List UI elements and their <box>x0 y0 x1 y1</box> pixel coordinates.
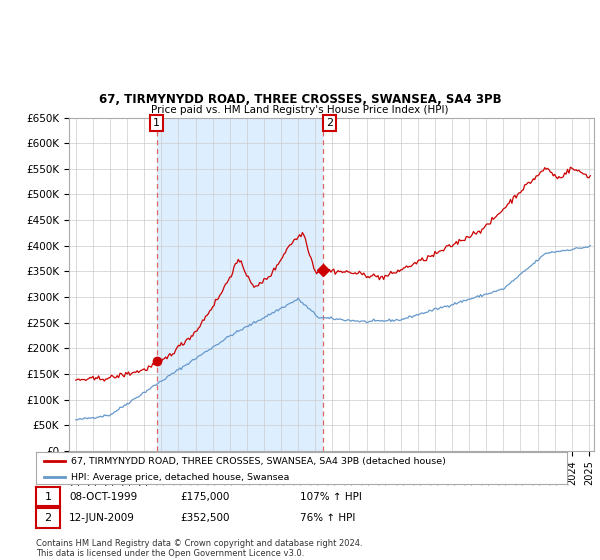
Text: 67, TIRMYNYDD ROAD, THREE CROSSES, SWANSEA, SA4 3PB (detached house): 67, TIRMYNYDD ROAD, THREE CROSSES, SWANS… <box>71 457 445 466</box>
Text: 2: 2 <box>44 513 52 523</box>
Text: 107% ↑ HPI: 107% ↑ HPI <box>300 492 362 502</box>
Text: £175,000: £175,000 <box>180 492 229 502</box>
Text: 1: 1 <box>44 492 52 502</box>
Text: 67, TIRMYNYDD ROAD, THREE CROSSES, SWANSEA, SA4 3PB: 67, TIRMYNYDD ROAD, THREE CROSSES, SWANS… <box>98 94 502 106</box>
Text: 08-OCT-1999: 08-OCT-1999 <box>69 492 137 502</box>
Text: 12-JUN-2009: 12-JUN-2009 <box>69 513 135 523</box>
Text: 2: 2 <box>326 118 333 128</box>
Text: £352,500: £352,500 <box>180 513 229 523</box>
Text: 76% ↑ HPI: 76% ↑ HPI <box>300 513 355 523</box>
Bar <box>157 118 323 451</box>
Text: Price paid vs. HM Land Registry's House Price Index (HPI): Price paid vs. HM Land Registry's House … <box>151 105 449 115</box>
Text: HPI: Average price, detached house, Swansea: HPI: Average price, detached house, Swan… <box>71 473 289 482</box>
Text: Contains HM Land Registry data © Crown copyright and database right 2024.
This d: Contains HM Land Registry data © Crown c… <box>36 539 362 558</box>
Text: 1: 1 <box>153 118 160 128</box>
